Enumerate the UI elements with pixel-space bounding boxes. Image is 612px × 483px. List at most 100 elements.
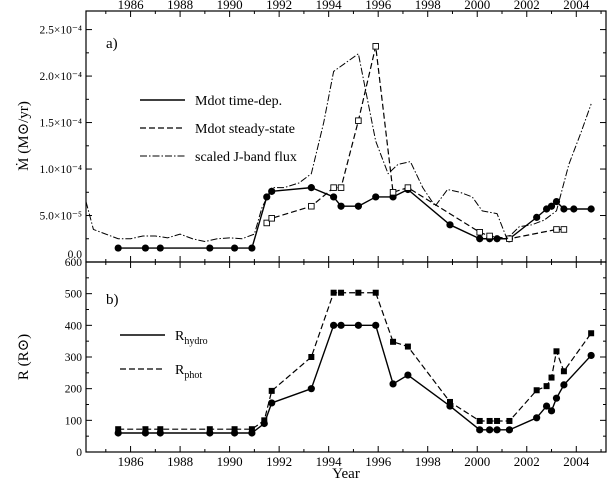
- x-axis-title: Year: [332, 466, 360, 482]
- data-point: [337, 184, 345, 191]
- data-point: [206, 244, 214, 252]
- data-point: [268, 215, 275, 222]
- data-point: [354, 202, 362, 210]
- data-point: [486, 232, 493, 240]
- data-point: [355, 117, 362, 124]
- panel-a-label: a): [106, 36, 118, 52]
- y-tick-label: 5.0×10⁻⁵: [40, 211, 82, 223]
- data-point: [505, 426, 514, 434]
- data-point: [142, 426, 149, 433]
- data-point: [330, 321, 338, 329]
- data-point: [560, 381, 568, 389]
- data-point: [493, 235, 501, 243]
- series-line-mdot-steady-state: [266, 45, 564, 240]
- data-point: [389, 380, 397, 388]
- data-point: [157, 426, 164, 433]
- data-point: [446, 221, 454, 229]
- y-tick-label: 200: [65, 384, 83, 396]
- data-point: [115, 426, 122, 433]
- y-tick-label: 300: [65, 352, 83, 364]
- x-tick-label-top: 2004: [563, 0, 590, 12]
- x-tick-label-top: 1988: [167, 0, 193, 12]
- data-point: [404, 343, 411, 350]
- x-tick-label: 1988: [167, 454, 193, 469]
- data-point: [476, 417, 483, 424]
- data-point: [330, 193, 338, 201]
- data-point: [354, 321, 362, 329]
- data-point: [553, 226, 560, 233]
- data-point: [547, 202, 556, 210]
- data-point: [337, 321, 345, 329]
- data-point: [231, 426, 238, 433]
- x-tick-label: 1996: [365, 454, 392, 469]
- panel-b-frame: [85, 261, 607, 453]
- data-point: [114, 244, 122, 252]
- x-tick-label-top: 1992: [266, 0, 292, 12]
- data-point: [248, 426, 255, 433]
- y-tick-label: 100: [65, 415, 83, 427]
- series-line-scaled-j-band-flux: [85, 53, 592, 243]
- series-line-r-phot: [118, 292, 592, 430]
- data-point: [476, 235, 484, 243]
- legend-a-item-jband: scaled J-band flux: [195, 150, 297, 165]
- data-point: [553, 348, 560, 355]
- x-tick-label-top: 2000: [464, 0, 490, 12]
- data-point: [533, 387, 540, 394]
- data-point: [486, 417, 493, 424]
- data-point: [141, 244, 150, 252]
- y-tick-label: 1.5×10⁻⁴: [40, 118, 82, 130]
- x-tick-label-top: 1986: [118, 0, 145, 12]
- x-tick-label: 2004: [563, 454, 590, 469]
- panel-a-series: [85, 43, 595, 252]
- y-tick-label: 2.5×10⁻⁴: [40, 25, 82, 37]
- data-point: [263, 219, 271, 227]
- panel-a-y-axis-title: Ṁ (M⊙/yr): [16, 101, 32, 171]
- data-point: [493, 426, 501, 434]
- data-point: [404, 371, 412, 379]
- data-point: [308, 354, 315, 360]
- data-point: [389, 189, 397, 196]
- data-point: [506, 417, 513, 424]
- y-tick-label: 2.0×10⁻⁴: [40, 71, 82, 83]
- x-tick-label: 1994: [316, 454, 343, 469]
- data-point: [447, 398, 453, 405]
- x-tick-label: 1990: [217, 454, 243, 469]
- y-tick-label: 0.0: [68, 249, 83, 261]
- x-tick-label-top: 2002: [514, 0, 540, 12]
- data-point: [552, 197, 561, 206]
- data-point: [372, 321, 380, 329]
- data-point: [307, 184, 315, 192]
- legend-a: Mdot time-dep. Mdot steady-state scaled …: [140, 94, 297, 165]
- series-line-mdot-time-dep-: [118, 186, 592, 249]
- x-tick-label-top: 1994: [316, 0, 343, 12]
- data-point: [156, 244, 164, 252]
- data-point: [337, 202, 345, 210]
- data-point: [533, 213, 541, 221]
- legend-a-item-steady-state: Mdot steady-state: [195, 122, 295, 137]
- data-point: [308, 202, 315, 210]
- data-point: [268, 399, 276, 407]
- panel-b-y-axis-title: R (R⊙): [16, 334, 32, 380]
- panel-a-ticks: 1986 1988 1990 1992 1994 1996 1998 2000 2002 2004…: [40, 0, 606, 263]
- data-point: [533, 414, 541, 422]
- legend-b: Rhydro Rphot: [120, 329, 208, 381]
- legend-a-item-time-dep: Mdot time-dep.: [195, 94, 282, 109]
- data-point: [338, 289, 345, 296]
- data-point: [372, 43, 379, 50]
- data-point: [390, 338, 397, 345]
- data-point: [268, 187, 276, 195]
- data-point: [248, 244, 256, 252]
- data-point: [548, 374, 555, 381]
- data-point: [206, 426, 213, 433]
- data-point: [587, 205, 595, 213]
- x-tick-label: 2000: [464, 454, 490, 469]
- data-point: [261, 417, 268, 424]
- data-point: [372, 289, 379, 296]
- y-tick-label: 1.0×10⁻⁴: [40, 164, 82, 176]
- x-tick-label: 1992: [266, 454, 292, 469]
- legend-b-item-hydro: Rhydro: [175, 329, 208, 347]
- data-point: [330, 289, 337, 296]
- x-tick-label: 1998: [415, 454, 441, 469]
- data-point: [587, 351, 595, 360]
- panel-b-series: [114, 289, 595, 437]
